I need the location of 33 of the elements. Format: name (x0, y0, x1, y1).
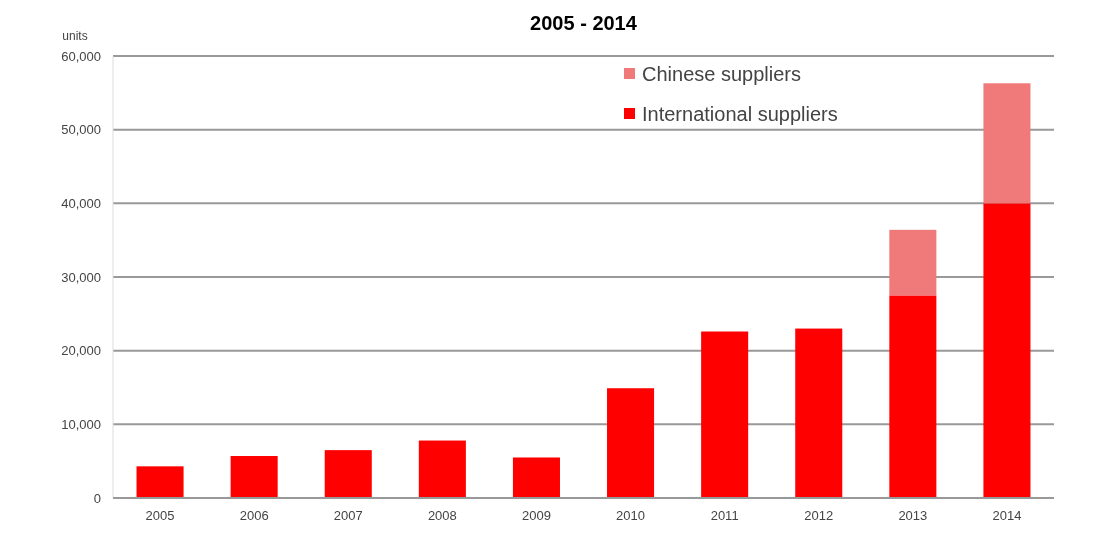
bar (418, 440, 466, 498)
y-tick-label: 50,000 (61, 122, 101, 138)
y-tick-label: 40,000 (61, 195, 101, 211)
x-tick-label: 2009 (521, 508, 551, 523)
chart-title: 2005 - 2014 (530, 12, 638, 34)
bar (983, 83, 1031, 204)
x-tick-label: 2014 (992, 508, 1022, 523)
x-tick-label: 2008 (427, 508, 457, 523)
x-tick-label: 2006 (239, 508, 269, 523)
bar (512, 457, 560, 498)
bar (136, 466, 184, 498)
y-tick-label: 30,000 (61, 269, 101, 285)
bar (889, 229, 937, 296)
legend-label: Chinese suppliers (642, 63, 801, 85)
y-tick-label: 60,000 (61, 48, 101, 64)
bar (324, 450, 372, 498)
bar (607, 388, 655, 498)
y-axis-title: units (62, 29, 88, 43)
x-tick-label: 2010 (616, 508, 646, 523)
bar (795, 328, 843, 498)
x-tick-label: 2012 (804, 508, 834, 523)
bar (701, 331, 749, 498)
bar (889, 295, 937, 498)
y-tick-label: 10,000 (61, 416, 101, 432)
bar (983, 203, 1031, 498)
x-tick-label: 2007 (333, 508, 363, 523)
y-tick-label: 0 (93, 490, 101, 506)
x-tick-label: 2005 (145, 508, 175, 523)
bar (230, 456, 278, 498)
y-tick-label: 20,000 (61, 343, 101, 359)
x-tick-label: 2011 (710, 508, 739, 523)
legend-label: International suppliers (642, 103, 838, 125)
x-tick-label: 2013 (898, 508, 928, 523)
